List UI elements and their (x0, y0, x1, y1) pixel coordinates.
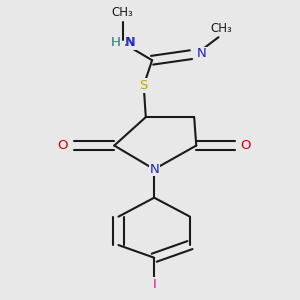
Text: N: N (196, 47, 206, 60)
Text: CH₃: CH₃ (211, 22, 232, 35)
Text: N: N (126, 36, 136, 50)
Text: I: I (152, 278, 156, 291)
Text: H: H (111, 36, 121, 50)
Text: N: N (149, 163, 159, 176)
Text: CH₃: CH₃ (112, 6, 134, 19)
Text: O: O (240, 139, 251, 152)
Text: O: O (58, 139, 68, 152)
Text: N: N (125, 36, 134, 50)
Text: H: H (111, 36, 121, 50)
Text: S: S (140, 79, 148, 92)
